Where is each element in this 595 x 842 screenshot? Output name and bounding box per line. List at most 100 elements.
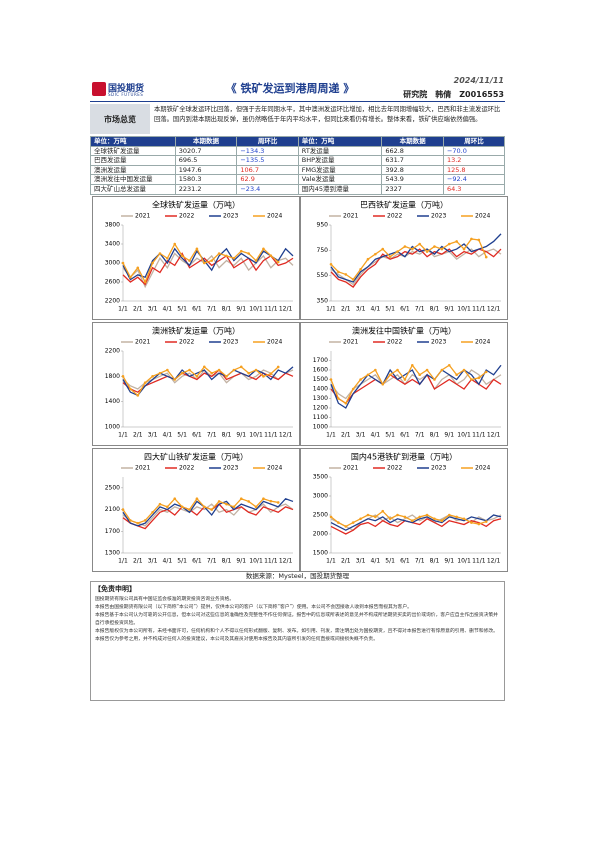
x-tick-label: 2/1 <box>133 558 143 565</box>
y-tick-label: 1100 <box>313 414 328 421</box>
table-cell: 1947.6 <box>174 164 238 176</box>
y-tick-label: 1400 <box>313 386 328 393</box>
x-tick-label: 8/1 <box>430 432 440 439</box>
series-marker <box>188 508 191 511</box>
x-tick-label: 6/1 <box>400 558 410 565</box>
series-marker <box>203 505 206 509</box>
logo-mark <box>92 82 106 96</box>
series-marker <box>388 373 392 377</box>
legend-label: 2023 <box>223 339 238 346</box>
legend-label: 2022 <box>179 465 194 472</box>
x-tick-label: 3/1 <box>356 432 366 439</box>
x-tick-label: 11/1 <box>472 432 486 439</box>
series-marker <box>151 510 154 514</box>
series-marker <box>269 254 273 257</box>
series-marker <box>381 247 385 251</box>
x-tick-label: 6/1 <box>192 558 202 565</box>
data-table: 单位：万吨 本期数据 周环比 单位：万吨 本期数据 周环比 全球铁矿发运量 3020.7 −13… <box>90 136 506 195</box>
x-tick-label: 1/1 <box>326 432 336 439</box>
series-marker <box>433 245 436 248</box>
table-cell: 696.5 <box>174 155 238 166</box>
x-tick-label: 8/1 <box>430 306 440 313</box>
series-marker <box>158 502 162 506</box>
series-marker <box>180 254 184 258</box>
series-line <box>330 248 502 286</box>
header-cell: 单位：万吨 <box>297 136 383 147</box>
table-cell: −23.4 <box>236 183 299 195</box>
chart-title: 国内45港铁矿到港量（万吨） <box>351 452 457 462</box>
series-marker <box>329 262 333 266</box>
series-marker <box>484 520 488 523</box>
series-marker <box>195 375 199 378</box>
author: 研究院 韩倩 Z0016553 <box>403 90 504 99</box>
x-tick-label: 11/1 <box>472 306 486 313</box>
series-marker <box>462 517 466 521</box>
series-marker <box>411 247 414 251</box>
y-tick-label: 2100 <box>105 506 120 513</box>
series-marker <box>455 240 458 243</box>
series-marker <box>121 375 125 378</box>
x-tick-label: 5/1 <box>385 306 395 313</box>
y-tick-label: 2200 <box>105 348 120 355</box>
series-marker <box>366 257 370 261</box>
chart-panel: 四大矿山铁矿发运量（万吨） 2021 2022 2023 2024 1300 1700 210… <box>92 448 300 572</box>
x-tick-label: 7/1 <box>207 306 217 313</box>
series-marker <box>254 505 258 509</box>
series-marker <box>247 371 250 375</box>
series-marker <box>225 502 228 506</box>
x-tick-label: 4/1 <box>163 432 173 439</box>
legend-label: 2022 <box>387 213 402 220</box>
x-tick-label: 9/1 <box>236 432 246 439</box>
header-cell: 本期数据 <box>381 136 444 147</box>
series-marker <box>166 256 169 260</box>
series-marker <box>374 368 377 372</box>
chart-panel: 澳洲铁矿发运量（万吨） 2021 2022 2023 2024 1000 1400 1800 2… <box>92 322 300 446</box>
series-marker <box>239 497 243 501</box>
logo-en: SDIC FUTURES <box>108 92 144 97</box>
series-marker <box>269 499 273 503</box>
series-marker <box>440 368 444 372</box>
y-tick-label: 1700 <box>313 357 328 364</box>
series-line <box>122 242 279 284</box>
series-marker <box>188 259 191 262</box>
x-tick-label: 3/1 <box>148 432 158 439</box>
table-cell: 2231.2 <box>174 183 238 195</box>
x-tick-label: 10/1 <box>249 306 263 313</box>
table-cell: Vale发运量 <box>297 174 383 185</box>
chart-panel: 巴西铁矿发运量（万吨） 2021 2022 2023 2024 350 550 750 950 1… <box>300 196 508 320</box>
series-marker <box>344 401 348 405</box>
x-tick-label: 7/1 <box>415 432 425 439</box>
table-cell: 3020.7 <box>174 145 238 157</box>
series-marker <box>388 255 392 258</box>
series-marker <box>374 515 377 519</box>
legend-label: 2022 <box>179 339 194 346</box>
x-tick-label: 10/1 <box>457 306 471 313</box>
series-marker <box>195 247 199 251</box>
chart-title: 四大矿山铁矿发运量（万吨） <box>144 452 248 462</box>
series-marker <box>129 387 132 391</box>
x-tick-label: 10/1 <box>457 558 471 565</box>
disclaimer-paragraph: 本报告由国投期货有限公司（以下简称“本公司”）提供，仅供本公司的客户（以下简称“… <box>95 605 412 610</box>
chart: 澳洲发往中国铁矿量（万吨） 2021 2022 2023 2024 1000 1100 120… <box>313 326 502 439</box>
series-marker <box>232 368 236 372</box>
x-tick-label: 2/1 <box>133 306 143 313</box>
series-marker <box>396 368 399 372</box>
legend-label: 2023 <box>431 213 446 220</box>
disclaimer-paragraph: 本报告仅为参考之用，并不构成对任何人的投资建议，本公司及其雇员对使用本报告及其内… <box>95 637 379 642</box>
x-tick-label: 7/1 <box>207 558 217 565</box>
table-cell: −92.4 <box>442 174 506 185</box>
table-cell: 四大矿山总发运量 <box>90 183 176 195</box>
chart: 国内45港铁矿到港量（万吨） 2021 2022 2023 2024 1500 2000 25… <box>313 452 502 565</box>
series-marker <box>337 270 340 274</box>
series-marker <box>276 260 280 264</box>
table-cell: 631.7 <box>381 155 444 166</box>
y-tick-label: 1200 <box>313 405 328 412</box>
series-line <box>330 514 502 531</box>
x-tick-label: 12/1 <box>279 432 293 439</box>
y-tick-label: 1500 <box>313 550 328 557</box>
series-marker <box>344 273 348 276</box>
y-tick-label: 1800 <box>105 373 120 380</box>
legend-label: 2024 <box>267 465 282 472</box>
series-marker <box>462 247 466 251</box>
disclaimer-box: 【免责申明】 国投期货有限公司具有中国证监会核准的期货投资咨询业务资格。 本报告由… <box>90 581 505 701</box>
